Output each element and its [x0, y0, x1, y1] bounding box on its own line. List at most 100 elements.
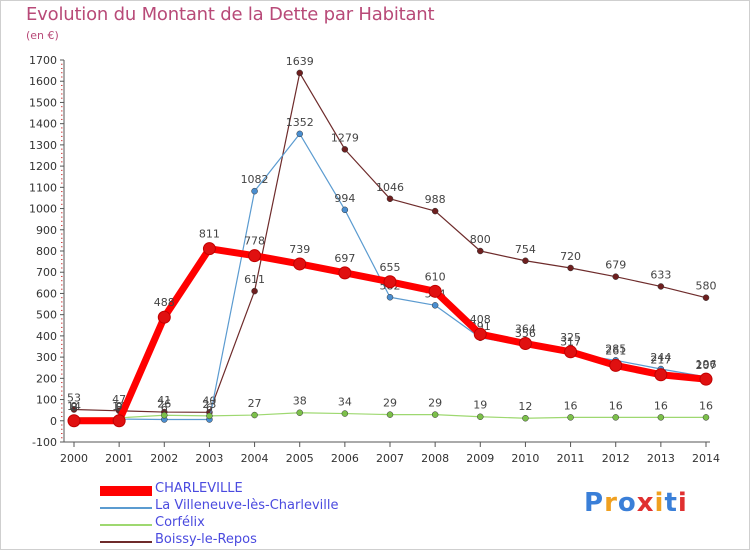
y-tick-label: 700	[36, 266, 57, 279]
x-tick-label: 2005	[286, 452, 314, 465]
data-label: 800	[470, 233, 491, 246]
legend-item: Boissy-le-Repos	[100, 532, 400, 551]
x-tick-label: 2006	[331, 452, 359, 465]
series-charleville: 0 0 488 811 778 739 697 655 610 408 364 325 261 217 19…	[67, 228, 717, 428]
data-label: 697	[334, 252, 355, 265]
y-tick-label: 500	[36, 309, 57, 322]
y-minor-tick	[61, 131, 63, 133]
x-tick-label: 2011	[557, 452, 585, 465]
legend-item: Corfélix	[100, 515, 400, 534]
y-tick-label: 900	[36, 224, 57, 237]
data-label: 53	[67, 392, 81, 405]
y-minor-tick	[61, 114, 63, 116]
y-minor-tick	[61, 199, 63, 201]
data-point	[386, 195, 394, 203]
logo-letter: i	[677, 488, 688, 518]
data-label: 0	[116, 400, 123, 413]
data-point	[296, 409, 303, 416]
legend-item: CHARLEVILLE	[100, 481, 400, 500]
y-minor-tick	[61, 394, 63, 396]
y-minor-tick	[61, 254, 63, 256]
data-point	[157, 310, 171, 324]
data-label: 580	[696, 280, 717, 293]
y-minor-tick	[61, 76, 63, 78]
data-label: 610	[425, 270, 446, 283]
data-point	[248, 249, 262, 263]
y-minor-tick	[61, 301, 63, 303]
data-label: 364	[515, 323, 536, 336]
data-label: 244	[650, 351, 671, 364]
data-point	[612, 414, 619, 421]
y-minor-tick	[61, 297, 63, 299]
y-minor-tick	[61, 305, 63, 307]
data-label: 739	[289, 243, 310, 256]
legend-label: La Villeneuve-lès-Charleville	[155, 498, 339, 513]
y-minor-tick	[61, 348, 63, 350]
x-tick-label: 2001	[105, 452, 133, 465]
data-label: 38	[293, 395, 307, 408]
data-point	[518, 337, 532, 351]
data-point	[112, 414, 126, 428]
y-tick-label: 1200	[29, 160, 57, 173]
y-minor-tick	[61, 63, 63, 65]
y-tick-label: 100	[36, 394, 57, 407]
data-label: 47	[112, 393, 126, 406]
data-point	[431, 302, 439, 309]
data-label: 488	[154, 296, 175, 309]
data-label: 27	[248, 397, 262, 410]
data-point	[473, 327, 487, 341]
y-minor-tick	[61, 386, 63, 388]
y-minor-tick	[61, 169, 63, 171]
y-minor-tick	[61, 182, 63, 184]
y-minor-tick	[61, 135, 63, 137]
data-point	[202, 242, 216, 256]
y-minor-tick	[61, 428, 63, 430]
y-minor-tick	[61, 246, 63, 248]
y-minor-tick	[61, 220, 63, 222]
data-label: 29	[428, 397, 442, 410]
data-point	[657, 283, 665, 290]
y-minor-tick	[61, 157, 63, 159]
y-minor-tick	[61, 216, 63, 218]
data-label: 16	[699, 399, 713, 412]
data-point	[338, 266, 352, 280]
y-minor-tick	[61, 225, 63, 227]
x-tick-label: 2002	[150, 452, 178, 465]
data-label: 29	[383, 397, 397, 410]
x-tick-label: 2007	[376, 452, 404, 465]
logo-letter: P	[584, 488, 605, 518]
data-point	[522, 414, 529, 422]
y-tick-label: 1300	[29, 139, 57, 152]
data-label: 23	[202, 398, 216, 411]
y-minor-tick	[61, 267, 63, 269]
y-minor-tick	[61, 437, 63, 439]
y-tick-label: 1000	[29, 203, 57, 216]
x-tick-label: 2000	[60, 452, 88, 465]
y-minor-tick	[61, 424, 63, 426]
y-minor-tick	[61, 161, 63, 163]
y-tick-label: -100	[32, 436, 57, 449]
y-minor-tick	[61, 263, 63, 265]
data-point	[251, 187, 258, 195]
data-point	[567, 414, 574, 421]
data-label: 611	[244, 273, 265, 286]
y-minor-tick	[61, 152, 63, 154]
data-point	[67, 414, 81, 428]
legend-swatch	[100, 486, 152, 496]
y-minor-tick	[61, 140, 63, 142]
data-point	[699, 372, 713, 386]
data-point	[428, 284, 442, 298]
legend-swatch	[100, 524, 152, 526]
y-tick-label: 1700	[29, 54, 57, 67]
x-tick-label: 2013	[647, 452, 675, 465]
data-label: 34	[338, 396, 352, 409]
y-minor-tick	[61, 110, 63, 112]
data-label: 26	[157, 397, 171, 410]
legend-item: La Villeneuve-lès-Charleville	[100, 498, 400, 517]
data-point	[206, 412, 213, 420]
data-label: 16	[654, 399, 668, 412]
y-tick-label: 800	[36, 245, 57, 258]
y-minor-tick	[61, 191, 63, 193]
data-point	[386, 294, 394, 301]
